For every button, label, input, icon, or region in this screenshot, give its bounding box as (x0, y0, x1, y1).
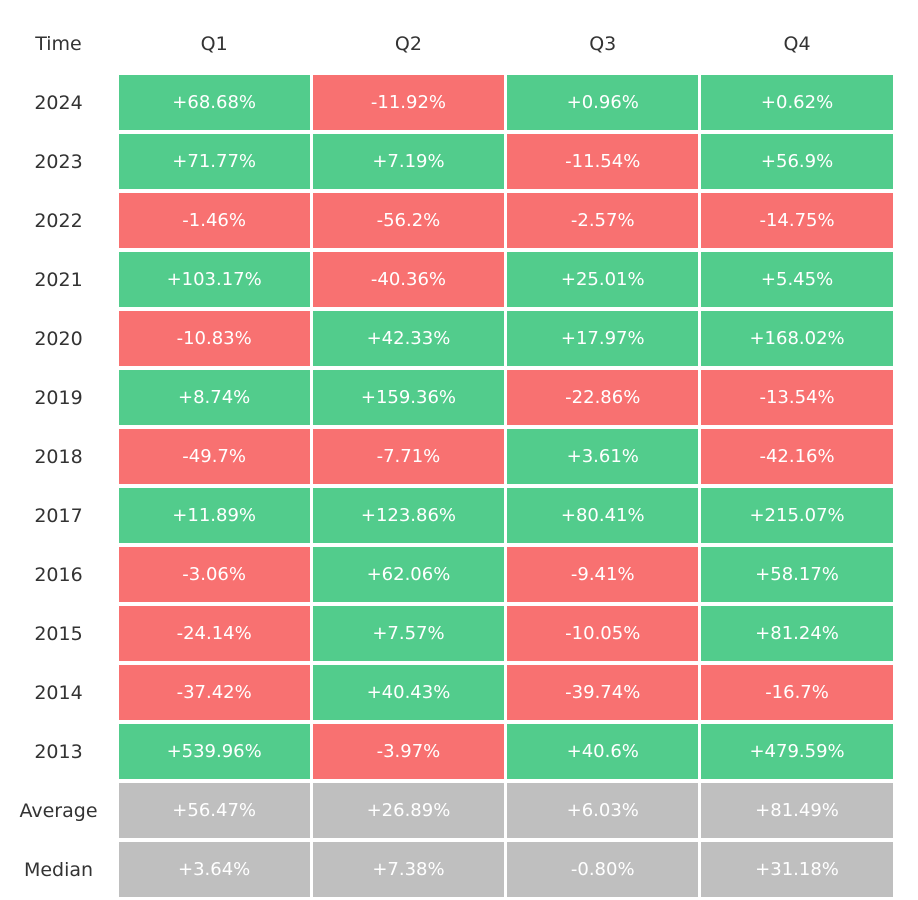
row-label: 2022 (34, 209, 83, 232)
row-label: 2024 (34, 91, 83, 114)
return-cell: +3.61% (507, 429, 699, 484)
return-cell: +5.45% (701, 252, 893, 307)
row-label: 2013 (34, 740, 83, 763)
return-cell: +159.36% (312, 370, 505, 425)
return-cell: +62.06% (312, 547, 505, 602)
return-cell: -56.2% (312, 193, 505, 248)
return-cell: +6.03% (507, 783, 699, 838)
return-cell: -3.97% (312, 724, 505, 779)
return-cell: +40.43% (312, 665, 505, 720)
return-cell: +25.01% (507, 252, 699, 307)
return-cell: +7.57% (312, 606, 505, 661)
column-header: Q1 (200, 33, 228, 55)
row-label: 2021 (34, 268, 83, 291)
return-cell: +0.62% (701, 75, 893, 130)
return-cell: -9.41% (507, 547, 699, 602)
return-cell: -24.14% (118, 606, 310, 661)
row-label: 2015 (34, 622, 83, 645)
return-cell: +168.02% (701, 311, 893, 366)
return-cell: -0.80% (507, 842, 699, 897)
return-cell: +56.9% (701, 134, 893, 189)
return-cell: +17.97% (507, 311, 699, 366)
column-header: Q3 (589, 33, 617, 55)
row-label: 2018 (34, 445, 83, 468)
return-cell: -10.05% (507, 606, 699, 661)
return-cell: -16.7% (701, 665, 893, 720)
return-cell: -14.75% (701, 193, 893, 248)
return-cell: +215.07% (701, 488, 893, 543)
return-cell: +71.77% (118, 134, 310, 189)
return-cell: -40.36% (312, 252, 505, 307)
row-label: 2014 (34, 681, 83, 704)
column-header: Q2 (394, 33, 422, 55)
return-cell: +103.17% (118, 252, 310, 307)
return-cell: +40.6% (507, 724, 699, 779)
return-cell: +26.89% (312, 783, 505, 838)
row-label: Median (23, 858, 94, 881)
return-cell: -39.74% (507, 665, 699, 720)
row-label: Average (19, 799, 98, 822)
return-cell: -11.92% (312, 75, 505, 130)
column-header: Time (35, 33, 82, 55)
row-label: 2019 (34, 386, 83, 409)
row-label: 2017 (34, 504, 83, 527)
return-cell: +539.96% (118, 724, 310, 779)
return-cell: +123.86% (312, 488, 505, 543)
return-cell: +31.18% (701, 842, 893, 897)
row-label: 2020 (34, 327, 83, 350)
return-cell: -42.16% (701, 429, 893, 484)
return-cell: +42.33% (312, 311, 505, 366)
return-cell: +0.96% (507, 75, 699, 130)
return-cell: -1.46% (118, 193, 310, 248)
return-cell: -37.42% (118, 665, 310, 720)
return-cell: +3.64% (118, 842, 310, 897)
return-cell: +58.17% (701, 547, 893, 602)
return-cell: +81.49% (701, 783, 893, 838)
return-cell: -2.57% (507, 193, 699, 248)
return-cell: +80.41% (507, 488, 699, 543)
return-cell: -13.54% (701, 370, 893, 425)
return-cell: -7.71% (312, 429, 505, 484)
return-cell: +56.47% (118, 783, 310, 838)
row-label: 2023 (34, 150, 83, 173)
return-cell: +479.59% (701, 724, 893, 779)
return-cell: +81.24% (701, 606, 893, 661)
row-label: 2016 (34, 563, 83, 586)
return-cell: +7.38% (312, 842, 505, 897)
return-cell: -22.86% (507, 370, 699, 425)
return-cell: +68.68% (118, 75, 310, 130)
return-cell: -3.06% (118, 547, 310, 602)
return-cell: +7.19% (312, 134, 505, 189)
return-cell: +11.89% (118, 488, 310, 543)
column-header: Q4 (783, 33, 811, 55)
return-cell: +8.74% (118, 370, 310, 425)
return-cell: -49.7% (118, 429, 310, 484)
return-cell: -10.83% (118, 311, 310, 366)
return-cell: -11.54% (507, 134, 699, 189)
